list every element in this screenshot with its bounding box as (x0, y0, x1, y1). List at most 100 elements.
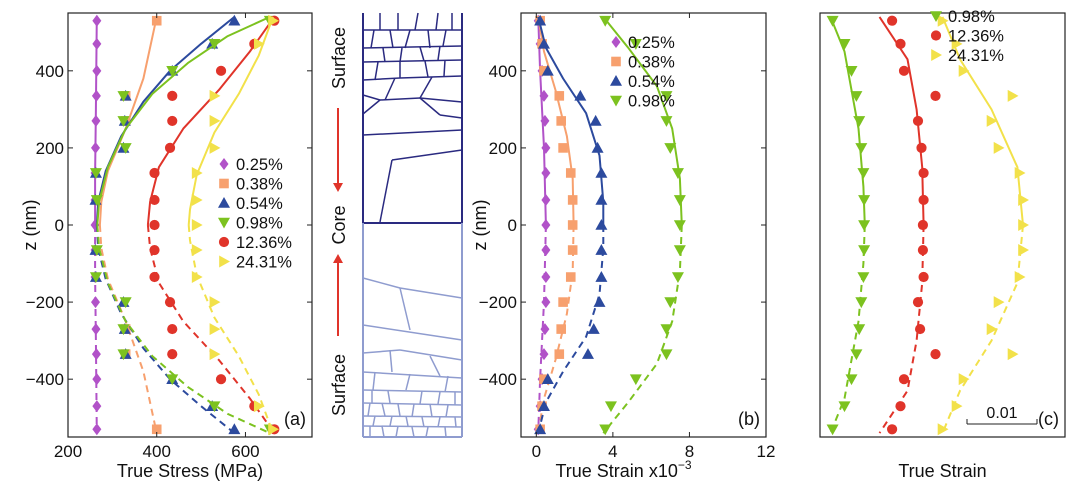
data-point-0-98pct (119, 297, 132, 309)
grain-boundary (397, 403, 401, 417)
data-point-0-25pct (91, 141, 101, 154)
data-point-0-98pct (166, 66, 179, 77)
data-point-12-36pct (164, 142, 176, 154)
data-point-24-31pct (993, 296, 1005, 309)
grain-boundary (419, 97, 463, 103)
y-tick-label: −400 (479, 370, 517, 389)
data-point-0-98pct (117, 116, 130, 127)
data-point-12-36pct (912, 296, 924, 308)
grain-boundary (445, 404, 449, 418)
legend-entry-0-25pct: 0.25% (611, 34, 675, 52)
data-point-24-31pct (1007, 89, 1019, 102)
grain-boundary (379, 97, 421, 101)
data-point-0-38pct (151, 15, 162, 26)
grain-boundary (419, 97, 441, 116)
data-point-24-31pct (958, 373, 970, 386)
grain-boundary (381, 425, 385, 438)
data-point-12-36pct (215, 65, 227, 76)
data-point-0-98pct (838, 39, 851, 50)
grain-boundary (374, 61, 379, 81)
grain-boundary (372, 415, 376, 427)
data-point-0-98pct (838, 401, 851, 413)
series-0-25pct (90, 14, 102, 436)
data-point-0-98pct (208, 39, 221, 50)
data-point-0-54pct (534, 423, 547, 435)
grain-boundary (372, 371, 376, 391)
legend-label-0-25pct: 0.25% (236, 156, 283, 174)
data-point-0-38pct (554, 349, 565, 359)
data-point-24-31pct (1007, 348, 1019, 361)
grain-boundary (411, 403, 415, 418)
legend-label-0-54pct: 0.54% (236, 195, 283, 213)
data-point-0-98pct (858, 220, 871, 231)
data-point-0-25pct (91, 348, 101, 361)
data-point-0-98pct (119, 143, 132, 154)
x-tick-label: 4 (608, 442, 617, 461)
series-0-98pct (599, 15, 686, 436)
data-point-12-36pct (918, 271, 929, 283)
series-0-98pct (89, 15, 276, 436)
plot-frame (819, 12, 1066, 438)
curve-dashed-12-36pct (146, 224, 276, 434)
data-point-24-31pct (209, 348, 221, 361)
data-point-24-31pct (951, 400, 963, 413)
data-point-0-98pct (850, 349, 863, 361)
grain-boundary (414, 12, 419, 31)
legend-label-0-38pct: 0.38% (628, 54, 675, 72)
data-point-12-36pct (915, 323, 926, 335)
grain-boundary (391, 149, 463, 161)
grain-boundary (444, 375, 449, 393)
grain-boundary (362, 425, 463, 428)
data-point-0-98pct (660, 116, 673, 127)
curve-dashed-0-54pct (537, 225, 605, 434)
data-point-24-31pct (253, 400, 265, 413)
data-point-0-54pct (589, 114, 602, 126)
grain-boundary (437, 391, 441, 405)
data-point-0-98pct (629, 374, 642, 386)
grain-boundary (424, 60, 429, 78)
x-tick-label: 200 (54, 442, 82, 461)
grain-boundary (429, 355, 441, 377)
grain-boundary (362, 402, 463, 406)
grain-boundary (362, 99, 381, 115)
scale-bar-label: 0.01 (986, 405, 1017, 422)
data-point-0-98pct (855, 297, 868, 309)
data-point-0-25pct (539, 348, 549, 361)
data-point-12-36pct (167, 90, 178, 101)
legend-label-0-98pct: 0.98% (628, 93, 675, 111)
series-12-36pct (878, 15, 941, 435)
data-point-0-38pct (567, 195, 578, 205)
data-point-24-31pct (209, 323, 221, 336)
data-point-0-98pct (855, 143, 868, 154)
grain-boundary (443, 59, 446, 77)
y-tick-label: 200 (489, 139, 517, 158)
data-point-0-38pct (558, 143, 568, 153)
legend-marker-0-38pct (611, 56, 621, 67)
data-point-0-98pct (660, 349, 673, 361)
data-point-0-25pct (539, 89, 549, 102)
panel-label: (c) (1038, 409, 1059, 429)
data-point-0-54pct (595, 244, 608, 255)
data-point-12-36pct (895, 401, 906, 412)
data-point-24-31pct (1018, 244, 1029, 257)
panel-b: −400 −200 0 200 400 0 4 8 12 z (nm) True Strain x1… (470, 12, 775, 481)
grain-boundary (437, 45, 441, 61)
grain-boundary (439, 114, 463, 119)
legend-entry-24-31pct: 24.31% (931, 47, 1004, 65)
data-point-24-31pct (1014, 271, 1026, 284)
data-point-12-36pct (930, 349, 941, 360)
legend-marker-12-36pct (218, 236, 230, 248)
data-point-12-36pct (918, 194, 929, 206)
legend-entry-0-54pct: 0.54% (610, 73, 675, 91)
grain-boundary (399, 287, 463, 299)
data-point-24-31pct (209, 296, 221, 309)
legend-entry-24-31pct: 24.31% (219, 254, 292, 272)
data-point-0-98pct (858, 195, 871, 206)
data-point-24-31pct (1018, 219, 1029, 231)
grain-boundary (419, 46, 425, 62)
arrowhead (333, 183, 343, 192)
data-point-0-98pct (826, 424, 839, 436)
legend-entry-12-36pct: 12.36% (218, 234, 292, 252)
data-point-24-31pct (986, 323, 998, 336)
legend-label-12-36pct: 12.36% (236, 234, 292, 252)
